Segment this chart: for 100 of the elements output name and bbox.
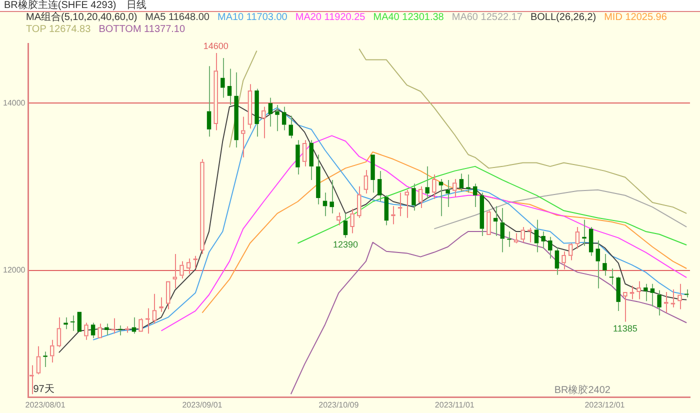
candlestick [616, 276, 620, 312]
candlestick [684, 288, 689, 298]
candlestick [377, 170, 382, 202]
candlestick [214, 52, 218, 131]
candlestick [56, 316, 62, 348]
candlestick [159, 296, 164, 312]
candlestick [446, 179, 450, 208]
annotation: 97天 [33, 384, 54, 396]
candlestick [152, 293, 157, 324]
candlestick [234, 72, 238, 148]
text: MA10 11703.00 [217, 12, 288, 24]
candlestick [43, 351, 48, 368]
x-tick-label: 2023/11/01 [434, 400, 475, 410]
candlestick [528, 227, 532, 243]
annotation: 14600 [203, 40, 228, 51]
candlestick [302, 140, 307, 167]
candlestick [98, 323, 102, 338]
candlestick [657, 290, 662, 316]
text: MA5 11648.00 [145, 12, 210, 24]
candlestick [275, 104, 280, 132]
candlestick [493, 206, 498, 236]
candlestick [36, 346, 41, 375]
candlestick [486, 210, 491, 236]
candlestick [166, 281, 170, 310]
candlestick [459, 173, 464, 192]
candlestick [138, 318, 143, 332]
candlestick [132, 316, 136, 334]
candlestick [520, 226, 525, 243]
x-tick-label: 2023/09/01 [182, 400, 223, 410]
candlestick [575, 226, 580, 250]
candlestick [650, 283, 655, 307]
candlestick [636, 280, 641, 300]
y-tick-label: 12000 [2, 266, 26, 275]
candlestick [534, 219, 539, 253]
text: BOLL(26,26,2) [530, 12, 596, 24]
candlestick [472, 183, 478, 208]
candlestick [418, 186, 423, 208]
candlestick [330, 179, 334, 214]
candlestick [282, 106, 286, 131]
candlestick [316, 154, 320, 205]
candlestick [227, 68, 232, 106]
candlestick [118, 325, 122, 336]
candlestick [254, 88, 259, 138]
candlestick [562, 250, 566, 270]
candlestick [404, 189, 409, 218]
candlestick [200, 158, 204, 255]
candlestick [588, 226, 594, 256]
candlestick [309, 140, 314, 180]
candlestick [104, 323, 109, 336]
x-tick-label: 2023/10/09 [318, 400, 360, 410]
candlestick [644, 283, 648, 302]
candlestick [350, 208, 354, 234]
candlestick [206, 66, 212, 138]
candlestick [364, 170, 368, 194]
candlestick [343, 212, 348, 238]
candlestick [596, 240, 600, 289]
candlestick [630, 285, 634, 300]
candlestick [336, 212, 341, 226]
candlestick [514, 232, 518, 244]
candlestick [70, 314, 75, 332]
text: MA40 12301.38 [373, 12, 444, 24]
candlestick [548, 236, 552, 260]
candlestick [664, 291, 668, 314]
y-tick-label: 14000 [2, 98, 26, 108]
candlestick [500, 207, 505, 253]
candlestick [432, 174, 436, 200]
candlestick [678, 283, 682, 310]
candlestick [172, 254, 178, 289]
candlestick [466, 174, 470, 194]
candlestick [84, 322, 88, 340]
candlestick [241, 116, 246, 158]
x-tick-label: 2023/08/01 [25, 400, 66, 410]
candlestick [248, 84, 252, 129]
annotation: 11385 [613, 324, 638, 334]
candlestick [554, 247, 560, 276]
annotation: 12390 [332, 240, 358, 250]
annotation: BR橡胶2402 [554, 384, 611, 396]
x-tick-label: 2023/12/01 [584, 400, 626, 410]
chart-subtitle: 日线 [126, 0, 146, 11]
candlestick [296, 140, 300, 176]
candlestick [541, 230, 546, 250]
candlestick [357, 186, 362, 218]
candlestick [262, 106, 266, 139]
candlestick [623, 292, 628, 322]
candlestick [452, 178, 457, 198]
candlestick [425, 166, 430, 200]
legend-title: MA组合(5,10,20,40,60,0) [26, 12, 138, 24]
candlestick [180, 260, 184, 280]
text: BOTTOM 11377.10 [98, 24, 186, 36]
candlestick [268, 97, 273, 128]
candlestick [125, 326, 130, 334]
candlestick [384, 194, 389, 226]
candlestick [412, 183, 416, 212]
candlestick [438, 178, 444, 217]
candlestick [220, 58, 225, 98]
text: MA20 11920.25 [295, 12, 366, 24]
text: MA60 12522.17 [452, 12, 522, 24]
candlestick [186, 258, 191, 274]
candlestick [602, 254, 607, 276]
candlestick [288, 115, 294, 139]
